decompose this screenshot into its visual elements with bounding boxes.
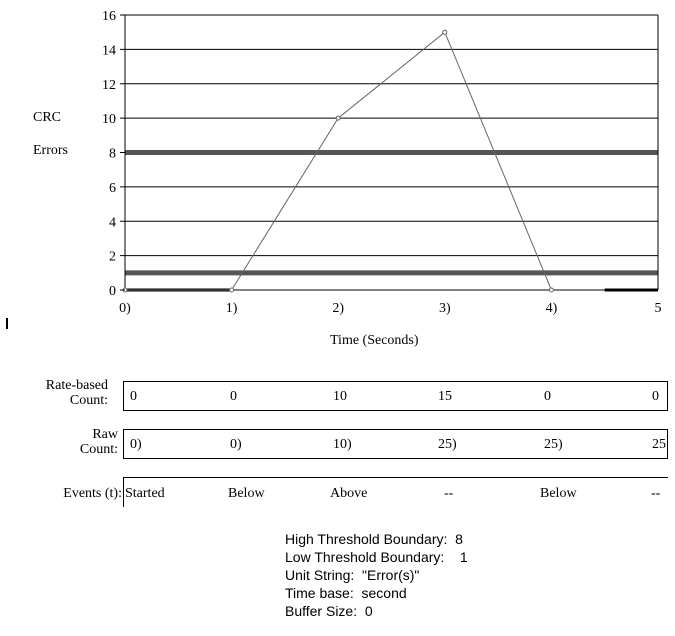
- rate-count-cell: 15: [438, 389, 452, 404]
- rate-count-cell: 0: [230, 389, 237, 404]
- y-tick-label: 16: [102, 9, 116, 24]
- y-tick-label: 0: [109, 284, 116, 299]
- events-cell: Below: [540, 486, 577, 501]
- threshold-lines: [125, 150, 658, 276]
- y-tick-label: 4: [109, 215, 116, 230]
- x-tick-labels: 0) 1) 2) 3) 4) 5: [119, 301, 661, 316]
- rate-count-cell: 10: [333, 389, 347, 404]
- y-tick-label: 2: [109, 250, 116, 265]
- raw-count-cell: 0): [230, 437, 242, 452]
- rate-count-cell: 0: [652, 389, 659, 404]
- y-axis-label-line1: CRC: [33, 110, 62, 125]
- raw-count-cell: 10): [333, 437, 352, 452]
- data-point: [442, 29, 448, 35]
- raw-count-label-line2: Count:: [79, 442, 118, 457]
- x-tick-label: 0): [119, 301, 131, 316]
- events-cell: Started: [125, 486, 165, 501]
- series-line: [125, 31, 552, 291]
- rate-count-cell: 0: [544, 389, 551, 404]
- raw-count-label-line1: Raw: [92, 427, 118, 442]
- events-cell: --: [444, 486, 454, 501]
- y-tick-label: 6: [109, 181, 116, 196]
- x-tick-label: 5: [655, 301, 662, 316]
- rate-count-label: Rate-based Count:: [14, 378, 108, 408]
- high-threshold-text: High Threshold Boundary: 8: [285, 531, 463, 547]
- events-cell: --: [651, 486, 661, 501]
- rate-count-label-line1: Rate-based: [45, 378, 108, 393]
- x-tick-label: 1): [226, 301, 238, 316]
- events-cell: Above: [330, 486, 368, 501]
- rate-count-label-line2: Count:: [69, 393, 108, 408]
- raw-count-box: [123, 429, 668, 459]
- x-tick-label: 2): [332, 301, 344, 316]
- x-tick-label: 4): [546, 301, 558, 316]
- unit-string-text: Unit String: "Error(s)": [285, 567, 420, 583]
- y-tick-labels: 0 2 4 6 8 10 12 14 16: [102, 9, 125, 299]
- data-point: [548, 287, 554, 293]
- config-info: High Threshold Boundary: 8 Low Threshold…: [285, 530, 468, 620]
- raw-count-cell: 25): [544, 437, 563, 452]
- raw-count-cell: 25: [652, 437, 666, 452]
- y-tick-label: 12: [102, 78, 116, 93]
- data-point: [335, 115, 341, 121]
- low-threshold-text: Low Threshold Boundary: 1: [285, 549, 468, 565]
- y-tick-label: 10: [102, 112, 116, 127]
- chart-grid: [125, 14, 658, 257]
- raw-count-label: Raw Count:: [14, 427, 118, 457]
- rate-count-box: [123, 381, 668, 411]
- y-axis-label-line2: Errors: [33, 143, 68, 158]
- raw-count-cell: 0): [130, 437, 142, 452]
- time-base-text: Time base: second: [285, 585, 407, 601]
- y-tick-label: 14: [102, 43, 116, 58]
- events-cell: Below: [228, 486, 265, 501]
- crc-errors-chart: 0 2 4 6 8 10 12 14 16 0) 1) 2) 3) 4) 5: [102, 9, 662, 316]
- raw-count-cell: 25): [438, 437, 457, 452]
- y-tick-label: 8: [109, 147, 116, 162]
- events-label: Events (t):: [63, 486, 122, 501]
- buffer-size-text: Buffer Size: 0: [285, 603, 373, 619]
- rate-count-cell: 0: [130, 389, 137, 404]
- x-tick-label: 3): [439, 301, 451, 316]
- data-point: [229, 287, 235, 293]
- events-box: [123, 477, 668, 507]
- x-axis-label: Time (Seconds): [330, 333, 419, 348]
- stray-tick-mark: [6, 318, 8, 329]
- chart-series: [122, 29, 554, 293]
